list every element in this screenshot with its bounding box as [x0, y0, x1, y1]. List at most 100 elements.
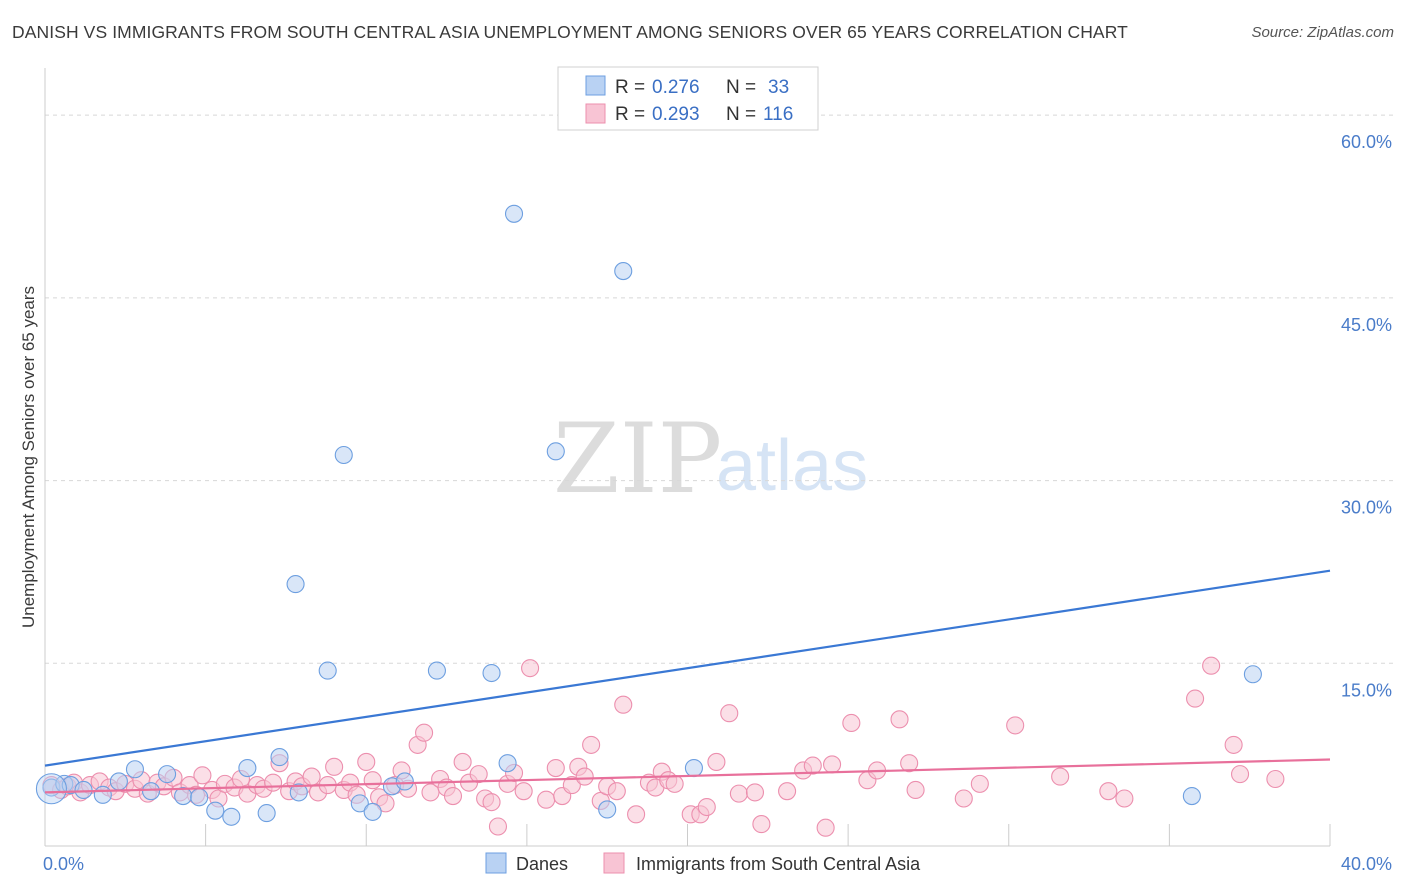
x-tick-label-min: 0.0%	[43, 854, 84, 874]
danes-point-6	[125, 760, 144, 779]
danes-point-26	[498, 754, 517, 773]
immigrants-point-58	[488, 817, 508, 836]
danes-point-30	[614, 262, 633, 281]
immigrants-point-88	[778, 782, 797, 801]
source-credit: Source: ZipAtlas.com	[1251, 24, 1394, 41]
series-legend: Danes Immigrants from South Central Asia	[485, 852, 921, 874]
y-axis-label: Unemployment Among Seniors over 65 years	[19, 286, 38, 628]
danes-point-3	[74, 780, 93, 800]
correlation-legend: R = 0.276 N = 33 R = 0.293 N = 116	[557, 66, 819, 131]
immigrants-point-90	[803, 756, 822, 775]
immigrants-point-74	[627, 805, 646, 824]
danes-cluster-bubble	[35, 773, 67, 805]
danes-point-27	[504, 204, 524, 223]
immigrants-point-63	[537, 790, 556, 809]
danes-point-13	[238, 758, 257, 778]
immigrants-point-96	[890, 710, 909, 729]
danes-point-18	[318, 661, 337, 680]
immigrants-point-99	[954, 789, 973, 808]
immigrants-point-100	[970, 774, 989, 793]
immigrants-point-85	[729, 784, 748, 803]
immigrants-point-61	[514, 782, 533, 801]
immigrants-point-19	[193, 766, 212, 785]
legend-r-value-immigrants: 0.293	[652, 104, 700, 125]
immigrants-point-109	[1266, 769, 1285, 789]
immigrants-point-64	[546, 758, 565, 778]
danes-point-20	[350, 794, 369, 813]
danes-point-7	[141, 782, 161, 801]
immigrants-point-79	[665, 774, 684, 793]
immigrants-point-28	[264, 773, 283, 792]
immigrants-point-53	[453, 752, 472, 772]
y-tick-label-45: 45.0%	[1341, 315, 1392, 335]
danes-point-12	[222, 807, 241, 826]
immigrants-point-86	[745, 783, 765, 802]
series-legend-label-immigrants: Immigrants from South Central Asia	[636, 854, 921, 874]
danes-point-32	[1182, 787, 1201, 806]
danes-points	[35, 204, 1262, 826]
immigrants-point-41	[363, 771, 382, 790]
immigrants-point-33	[302, 767, 321, 786]
x-ticks	[205, 824, 1331, 846]
danes-point-21	[363, 802, 382, 821]
legend-swatch-danes	[585, 75, 606, 96]
immigrants-point-36	[325, 757, 344, 776]
y-tick-label-60: 60.0%	[1341, 132, 1392, 152]
danes-point-24	[427, 661, 446, 680]
immigrants-point-62	[521, 659, 540, 678]
immigrants-point-103	[1099, 782, 1118, 801]
watermark-zip: ZIP	[553, 403, 722, 515]
immigrants-point-98	[906, 780, 925, 800]
immigrants-point-87	[752, 815, 771, 834]
legend-n-value-danes: 33	[768, 77, 789, 98]
immigrants-point-66	[562, 776, 581, 795]
immigrants-trend-line	[44, 758, 1331, 794]
danes-point-19	[334, 445, 353, 465]
danes-point-17	[289, 783, 308, 802]
immigrants-point-57	[482, 793, 501, 812]
legend-r-label-danes: R =	[615, 77, 650, 98]
legend-n-label-immigrants: N =	[726, 104, 761, 125]
immigrants-point-68	[575, 767, 594, 786]
immigrants-point-48	[415, 723, 434, 742]
series-legend-swatch-danes	[485, 852, 507, 874]
danes-point-4	[93, 785, 112, 804]
immigrants-point-83	[707, 752, 726, 772]
immigrants-point-72	[607, 782, 626, 801]
watermark-atlas: atlas	[716, 426, 868, 506]
y-tick-label-30: 30.0%	[1341, 498, 1392, 518]
immigrants-point-108	[1231, 765, 1250, 784]
y-tick-labels: 15.0% 30.0% 45.0% 60.0%	[1341, 132, 1392, 700]
x-tick-label-max: 40.0%	[1341, 854, 1392, 874]
legend-r-value-danes: 0.276	[652, 77, 700, 98]
immigrants-point-93	[842, 713, 861, 733]
chart-title: DANISH VS IMMIGRANTS FROM SOUTH CENTRAL …	[12, 22, 1128, 42]
immigrants-point-97	[900, 754, 919, 773]
danes-point-10	[190, 788, 209, 807]
immigrants-point-82	[697, 797, 716, 817]
danes-point-33	[1243, 665, 1262, 684]
immigrants-point-69	[582, 735, 601, 754]
immigrants-point-92	[823, 755, 842, 774]
danes-point-29	[598, 800, 617, 819]
danes-point-25	[482, 663, 501, 683]
legend-r-label-immigrants: R =	[615, 104, 650, 125]
series-legend-swatch-immigrants	[603, 852, 625, 874]
legend-swatch-immigrants	[585, 103, 606, 124]
immigrants-point-73	[614, 695, 633, 714]
danes-point-28	[546, 442, 565, 461]
danes-point-23	[395, 772, 414, 791]
immigrants-point-52	[443, 787, 463, 806]
grid	[45, 114, 1393, 664]
immigrants-point-40	[357, 752, 376, 772]
danes-point-16	[286, 575, 305, 594]
immigrants-point-84	[720, 704, 739, 723]
danes-point-11	[206, 801, 225, 820]
danes-trend-line	[44, 569, 1331, 767]
danes-point-31	[684, 758, 703, 778]
immigrants-point-106	[1202, 656, 1221, 675]
immigrants-point-101	[1006, 716, 1025, 735]
y-tick-label-15: 15.0%	[1341, 680, 1392, 700]
immigrants-point-43	[376, 794, 395, 813]
